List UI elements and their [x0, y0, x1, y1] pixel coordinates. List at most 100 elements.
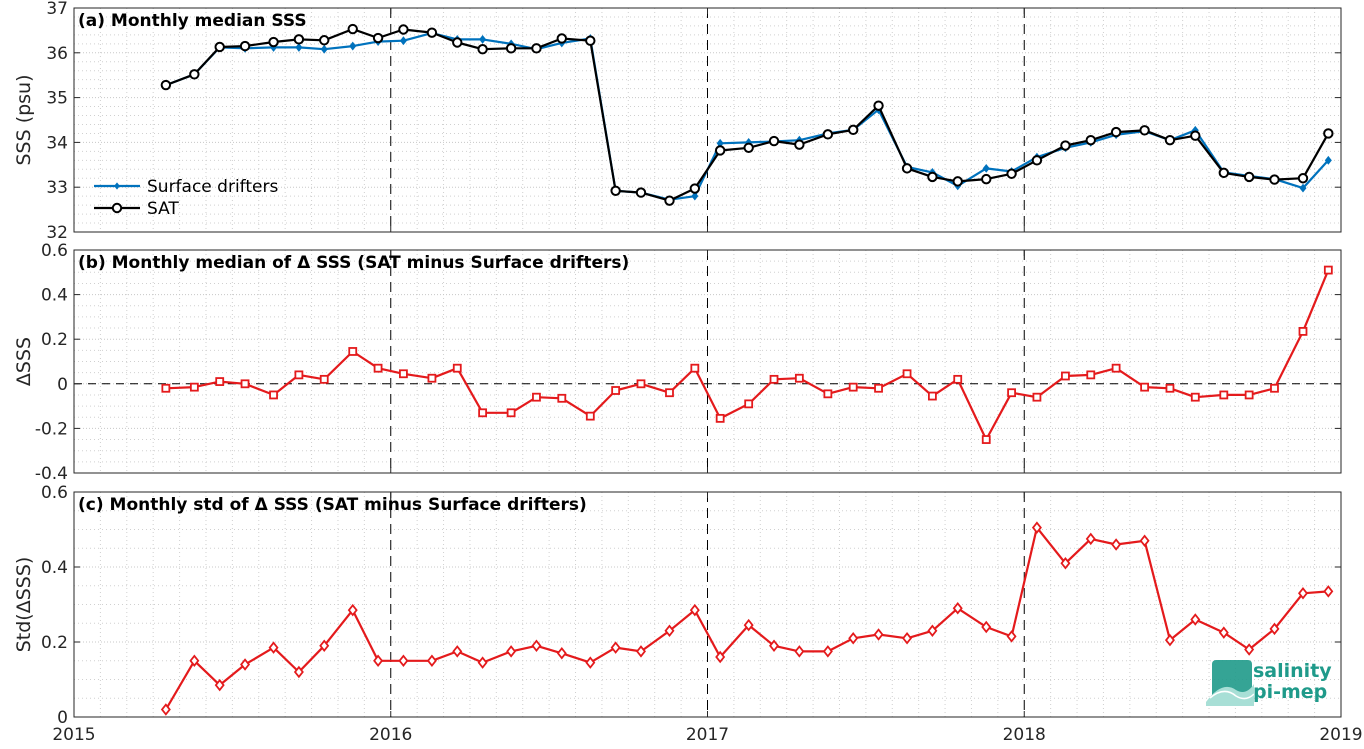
data-point: [293, 34, 305, 45]
y-tick-label: 0.6: [41, 241, 68, 261]
data-point: [1060, 140, 1071, 151]
data-point: [873, 628, 884, 641]
data-point: [1164, 633, 1175, 647]
data-point: [293, 665, 304, 679]
data-point: [1085, 134, 1096, 146]
data-point: [160, 703, 171, 716]
data-point: [1139, 125, 1150, 136]
data-point: [1297, 587, 1308, 600]
y-tick-label: 0.6: [41, 483, 68, 503]
data-point: [848, 382, 858, 392]
y-tick-label: 0.2: [41, 633, 68, 653]
data-point: [1323, 585, 1334, 598]
data-point: [1244, 643, 1255, 656]
y-tick-label: -0.2: [35, 419, 68, 439]
data-point: [715, 413, 725, 423]
data-point: [532, 392, 541, 402]
y-tick-label: 36: [46, 44, 68, 64]
logo-wave-icon: [1206, 660, 1255, 706]
data-point: [902, 369, 912, 379]
data-point: [902, 632, 913, 645]
data-point: [981, 435, 991, 444]
data-point: [1031, 155, 1043, 166]
y-tick-label: 34: [46, 133, 68, 153]
legend-label: Surface drifters: [147, 177, 278, 197]
data-point: [161, 383, 171, 393]
data-point: [1299, 183, 1307, 193]
data-point: [1111, 363, 1121, 373]
data-point: [240, 658, 251, 671]
data-point: [714, 145, 726, 156]
data-point: [320, 44, 328, 54]
data-point: [399, 36, 407, 46]
data-point: [1086, 370, 1096, 380]
y-tick-label: 32: [46, 223, 68, 243]
data-point: [319, 374, 329, 384]
data-point: [531, 639, 542, 652]
data-point: [610, 185, 621, 196]
data-point: [769, 374, 779, 384]
data-point: [1219, 390, 1229, 400]
panel-title: (b) Monthly median of Δ SSS (SAT minus S…: [78, 253, 629, 273]
data-point: [1061, 371, 1070, 381]
legend-label: SAT: [147, 199, 179, 219]
x-tick-label: 2015: [52, 725, 95, 745]
data-point: [506, 408, 516, 418]
y-tick-label: 0.2: [41, 330, 68, 350]
data-point: [981, 620, 992, 634]
data-point: [398, 24, 409, 35]
data-point: [873, 100, 884, 111]
data-point: [665, 388, 674, 398]
data-point: [1218, 167, 1230, 179]
data-point: [744, 399, 754, 409]
data-point: [556, 647, 567, 660]
logo-line2: pi-mep: [1253, 681, 1327, 703]
data-point: [1140, 382, 1150, 392]
data-point: [294, 370, 304, 380]
data-point: [1323, 265, 1333, 275]
data-point: [557, 393, 567, 403]
data-point: [477, 44, 488, 55]
y-axis-label: ΔSSS: [13, 337, 35, 386]
data-point: [239, 40, 251, 52]
data-point: [1190, 392, 1200, 402]
data-point: [585, 35, 596, 46]
data-point: [1270, 383, 1279, 393]
x-tick-label: 2018: [1003, 725, 1046, 745]
data-point: [426, 654, 437, 667]
data-point: [848, 632, 859, 645]
data-point: [901, 163, 913, 174]
data-point: [240, 379, 250, 389]
data-point: [268, 36, 279, 48]
data-point: [1297, 173, 1309, 184]
data-point: [927, 391, 937, 401]
data-point: [189, 382, 199, 392]
data-point: [398, 654, 409, 667]
y-tick-label: 35: [46, 89, 68, 109]
data-point: [610, 641, 621, 654]
data-point: [189, 654, 200, 667]
data-point: [1324, 155, 1332, 165]
logo-line1: salinity: [1253, 660, 1332, 682]
data-point: [690, 363, 700, 373]
data-point: [1298, 326, 1308, 336]
panel-3: 0 0.2 0.4 0.6 Std(ΔSSS) (c) Monthly std of Δ …: [13, 483, 1342, 728]
data-point: [611, 386, 621, 395]
data-point: [1190, 130, 1201, 141]
data-point: [478, 408, 488, 418]
data-point: [556, 33, 567, 44]
data-point: [1164, 134, 1176, 146]
data-point: [664, 195, 675, 206]
data-point: [794, 373, 804, 383]
data-point: [215, 377, 225, 386]
y-tick-label: 37: [46, 0, 68, 19]
data-point: [452, 645, 463, 658]
data-point: [635, 645, 646, 658]
data-point: [1111, 538, 1122, 551]
data-point: [585, 411, 595, 421]
y-tick-label: -0.4: [35, 464, 68, 484]
data-point: [952, 602, 963, 615]
data-point: [1006, 630, 1017, 643]
